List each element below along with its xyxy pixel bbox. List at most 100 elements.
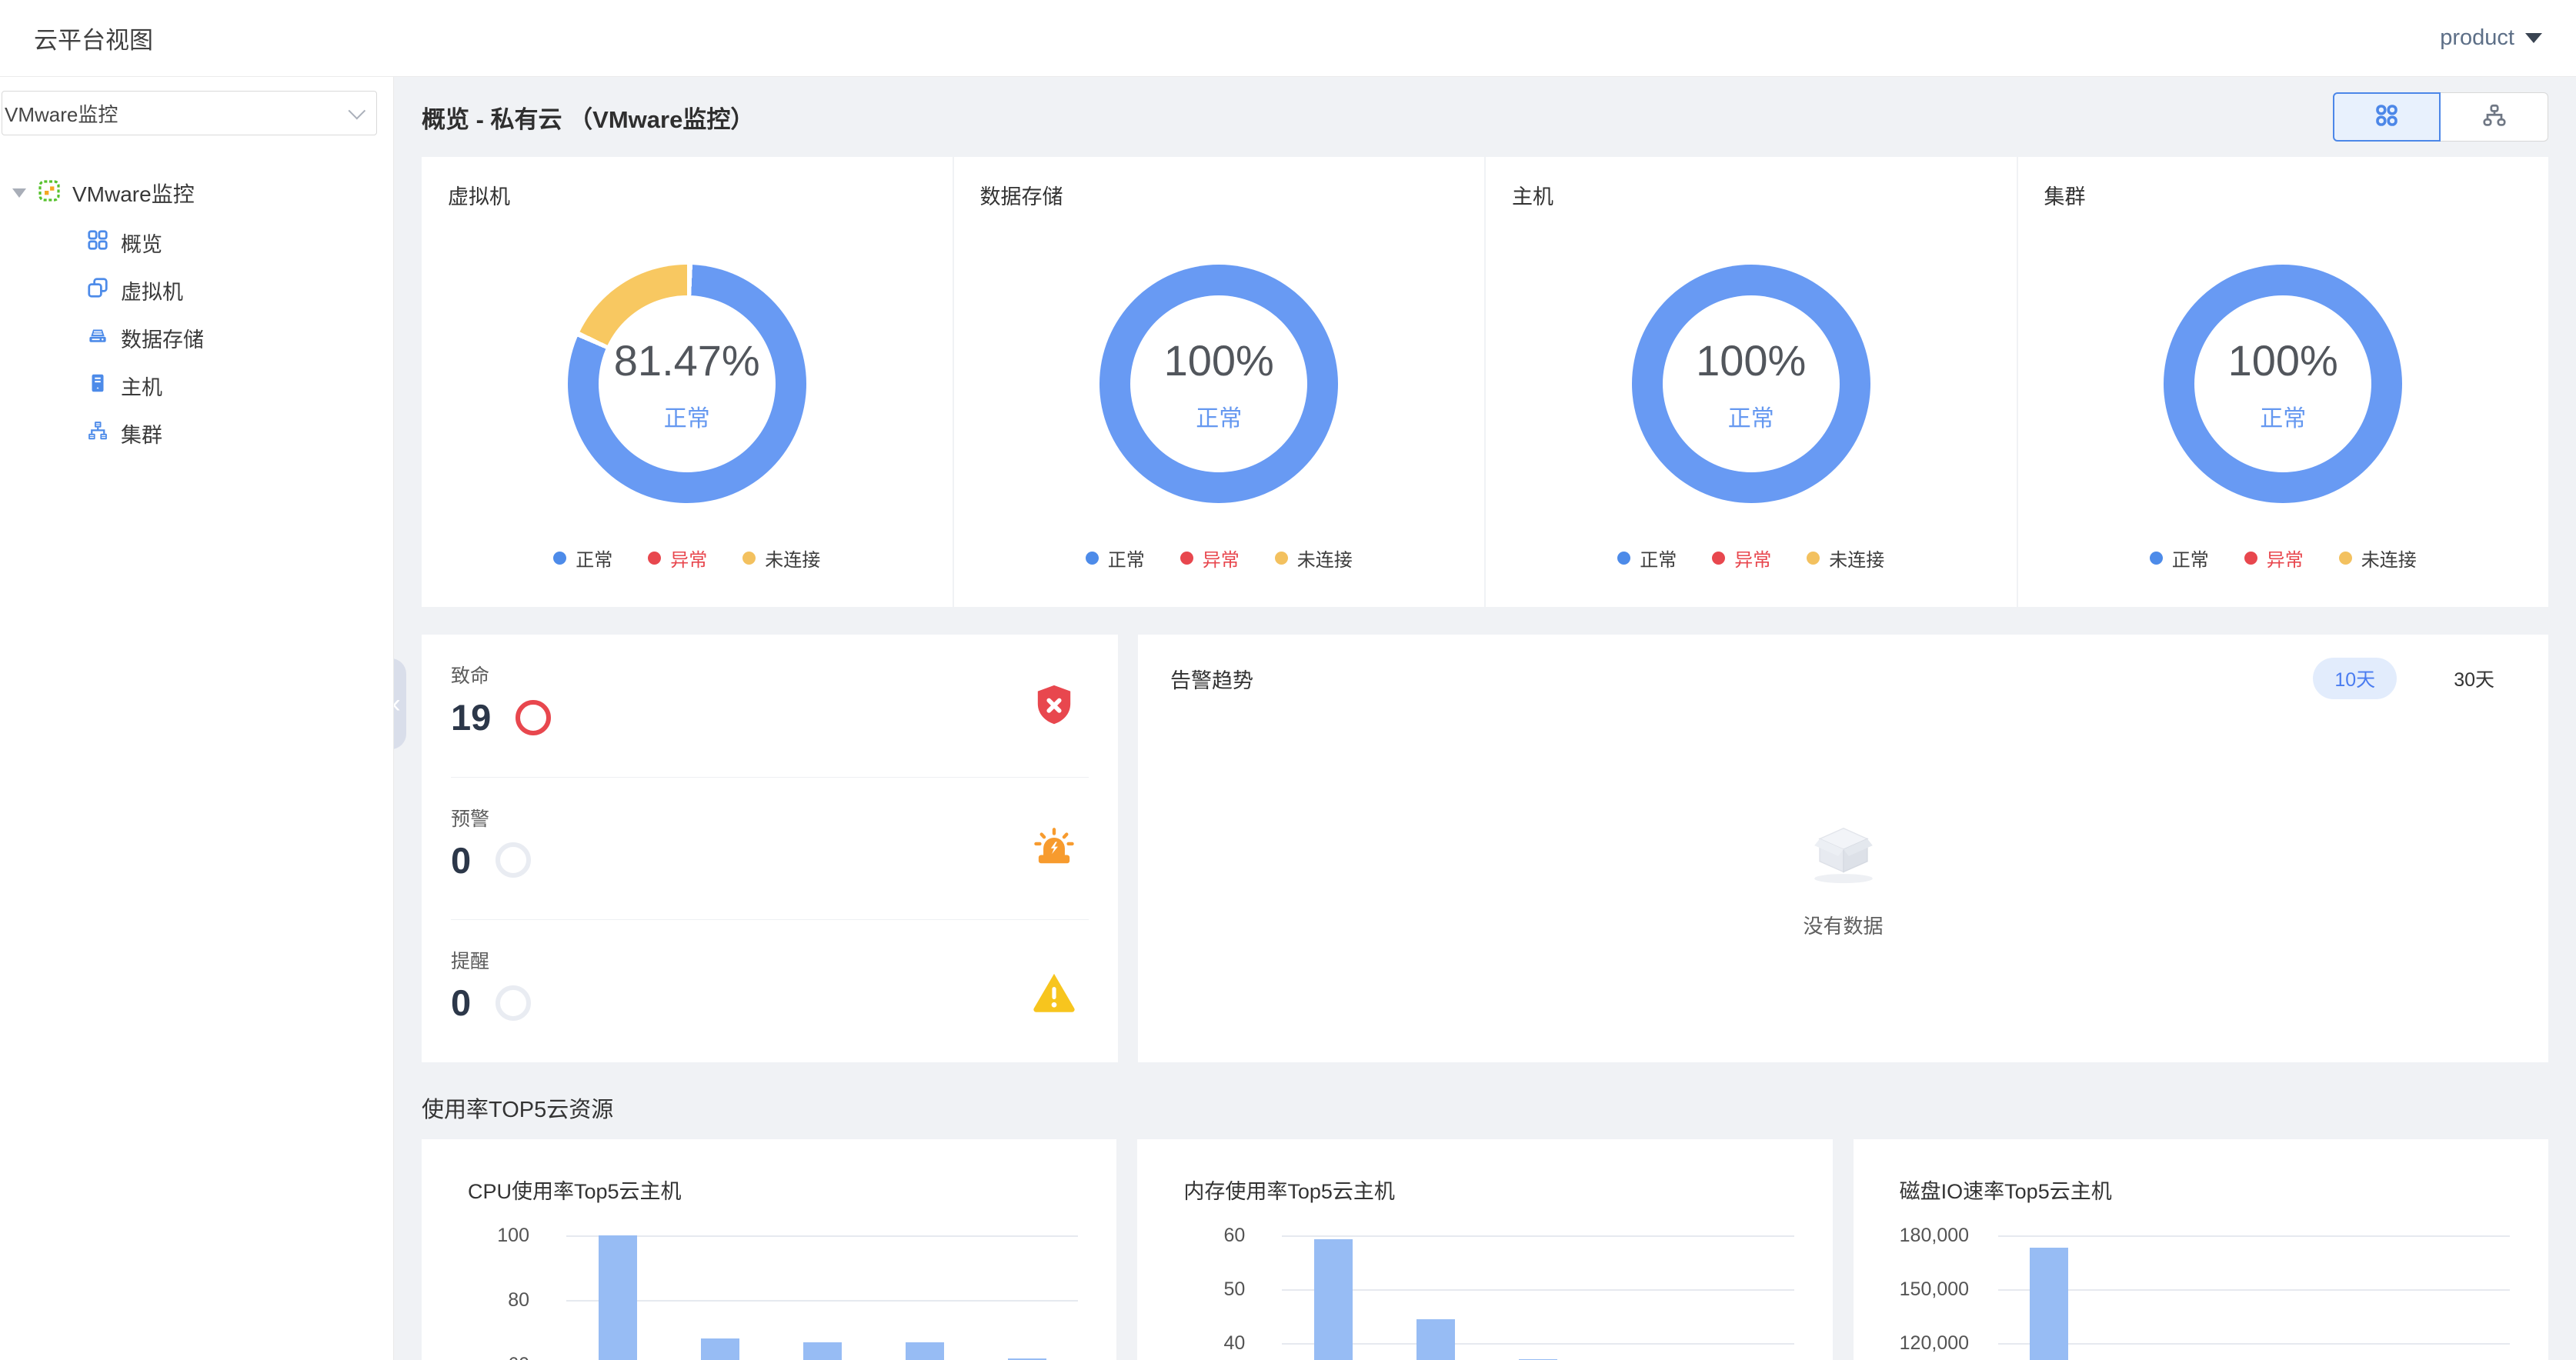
grid-view-button[interactable] xyxy=(2333,92,2441,142)
y-gridline xyxy=(1282,1235,1794,1237)
y-gridline xyxy=(1282,1343,1794,1345)
alert-row-critical: 致命 19 xyxy=(451,635,1089,778)
legend-label: 正常 xyxy=(576,550,613,571)
cluster-icon xyxy=(86,419,109,448)
vm-status-donut-chart: 81.47% 正常 xyxy=(567,265,806,503)
plot-area xyxy=(566,1235,1078,1360)
chart-title: 内存使用率Top5云主机 xyxy=(1183,1180,1395,1203)
alerts-and-trend-row: 致命 19 预警 0 xyxy=(422,635,2548,1062)
disk-io-bar-chart: 180,000 150,000 120,000 xyxy=(1900,1225,2514,1360)
legend-dot xyxy=(2149,552,2163,565)
y-tick-label: 40 xyxy=(1223,1332,1246,1354)
donut-status-label: 正常 xyxy=(2260,405,2307,432)
alert-count: 0 xyxy=(451,982,472,1024)
donut-center: 100% 正常 xyxy=(2194,295,2372,472)
alert-count: 19 xyxy=(451,697,492,738)
top5-charts-row: CPU使用率Top5云主机 100 80 60 内存使用率Top5云主机 60 50 4… xyxy=(422,1139,2548,1360)
legend-label: 未连接 xyxy=(1829,550,1885,571)
page-title-row: 概览 - 私有云 （VMware监控） xyxy=(422,77,2548,157)
legend-item-abnormal[interactable]: 异常 xyxy=(2244,545,2304,572)
plot-area xyxy=(1282,1235,1794,1360)
bar xyxy=(802,1342,842,1360)
legend-item-abnormal[interactable]: 异常 xyxy=(1180,545,1240,572)
alert-row-reminder: 提醒 0 xyxy=(451,920,1089,1062)
empty-box-icon xyxy=(1801,828,1886,888)
legend-dot xyxy=(742,552,756,565)
status-legend: 正常 异常 未连接 xyxy=(1486,545,2017,572)
legend-dot xyxy=(1085,552,1099,565)
legend-dot xyxy=(2244,552,2257,565)
donut-status-label: 正常 xyxy=(663,405,710,432)
legend-item-disconnected[interactable]: 未连接 xyxy=(1274,545,1353,572)
sidebar-item-label: 主机 xyxy=(121,375,162,399)
legend-dot xyxy=(2338,552,2352,565)
y-tick-label: 50 xyxy=(1223,1278,1246,1300)
topology-view-button[interactable] xyxy=(2441,92,2548,142)
donut-center: 100% 正常 xyxy=(1130,295,1308,472)
tree-node-vmware[interactable]: VMware监控 xyxy=(0,168,393,218)
legend-label: 未连接 xyxy=(2361,550,2417,571)
range-10-days-button[interactable]: 10天 xyxy=(2313,658,2397,699)
status-legend: 正常 异常 未连接 xyxy=(422,545,953,572)
legend-item-normal[interactable]: 正常 xyxy=(1085,545,1145,572)
cpu-usage-bar-chart: 100 80 60 xyxy=(468,1225,1083,1360)
plot-area xyxy=(1998,1235,2510,1360)
y-gridline xyxy=(1997,1289,2510,1291)
sidebar-item-virtual-machines[interactable]: 虚拟机 xyxy=(0,266,393,314)
donut-status-label: 正常 xyxy=(1727,405,1774,432)
trend-range-toggle: 10天 30天 xyxy=(2313,658,2516,699)
product-menu[interactable]: product xyxy=(2440,25,2542,51)
range-30-days-button[interactable]: 30天 xyxy=(2454,669,2494,691)
sidebar-item-clusters[interactable]: 集群 xyxy=(0,409,393,457)
alert-ring-icon xyxy=(516,699,552,735)
legend-item-disconnected[interactable]: 未连接 xyxy=(1807,545,1884,572)
sidebar-item-overview[interactable]: 概览 xyxy=(0,218,393,266)
status-card-row: 虚拟机 81.47% 正常 正常 异常 未连接 数据存储 xyxy=(422,157,2548,607)
legend-item-disconnected[interactable]: 未连接 xyxy=(2338,545,2417,572)
cpu-usage-chart-card: CPU使用率Top5云主机 100 80 60 xyxy=(422,1139,1117,1360)
legend-label: 未连接 xyxy=(765,550,821,571)
memory-usage-chart-card: 内存使用率Top5云主机 60 50 40 xyxy=(1137,1139,1833,1360)
body-row: VMware监控 VMware监控 概览 xyxy=(0,77,2576,1360)
legend-item-abnormal[interactable]: 异常 xyxy=(1712,545,1771,572)
sidebar-collapse-handle[interactable]: ‹ xyxy=(394,658,406,749)
vmware-icon xyxy=(37,178,62,208)
alert-ring-icon xyxy=(496,842,532,878)
sidebar-item-label: 概览 xyxy=(121,232,162,256)
topology-view-icon xyxy=(2481,102,2508,133)
legend-label: 正常 xyxy=(1107,550,1145,571)
bar xyxy=(598,1235,637,1360)
y-tick-label: 100 xyxy=(497,1225,529,1246)
expand-arrow-icon[interactable] xyxy=(12,188,26,198)
legend-item-normal[interactable]: 正常 xyxy=(1617,545,1677,572)
bar xyxy=(1007,1358,1046,1360)
alarm-trend-title: 告警趋势 xyxy=(1170,668,1253,692)
empty-state: 没有数据 xyxy=(1138,816,2548,939)
alert-row-warning: 预警 0 xyxy=(451,778,1089,921)
card-title: 虚拟机 xyxy=(448,185,510,208)
donut-center: 81.47% 正常 xyxy=(598,295,776,472)
legend-label: 未连接 xyxy=(1296,550,1353,571)
legend-item-disconnected[interactable]: 未连接 xyxy=(742,545,820,572)
monitor-select-value: VMware监控 xyxy=(5,102,118,126)
no-data-text: 没有数据 xyxy=(1803,915,1884,938)
sidebar-item-datastore[interactable]: 数据存储 xyxy=(0,314,393,362)
legend-dot xyxy=(1180,552,1193,565)
legend-label: 异常 xyxy=(2266,550,2304,571)
legend-dot xyxy=(1617,552,1631,565)
sidebar-item-hosts[interactable]: 主机 xyxy=(0,362,393,409)
legend-item-normal[interactable]: 正常 xyxy=(553,545,612,572)
alarm-trend-header: 告警趋势 10天 30天 xyxy=(1170,658,2516,699)
y-gridline xyxy=(1997,1343,2510,1345)
card-title: 主机 xyxy=(1512,185,1553,208)
bar xyxy=(1416,1318,1455,1360)
status-legend: 正常 异常 未连接 xyxy=(2018,545,2549,572)
sidebar-item-label: 集群 xyxy=(121,423,162,447)
alert-label: 预警 xyxy=(451,808,490,830)
legend-item-abnormal[interactable]: 异常 xyxy=(648,545,707,572)
datastore-icon xyxy=(86,324,109,352)
bar xyxy=(700,1338,739,1360)
host-icon xyxy=(86,372,109,400)
legend-item-normal[interactable]: 正常 xyxy=(2149,545,2209,572)
monitor-select-dropdown[interactable]: VMware监控 xyxy=(2,91,377,135)
